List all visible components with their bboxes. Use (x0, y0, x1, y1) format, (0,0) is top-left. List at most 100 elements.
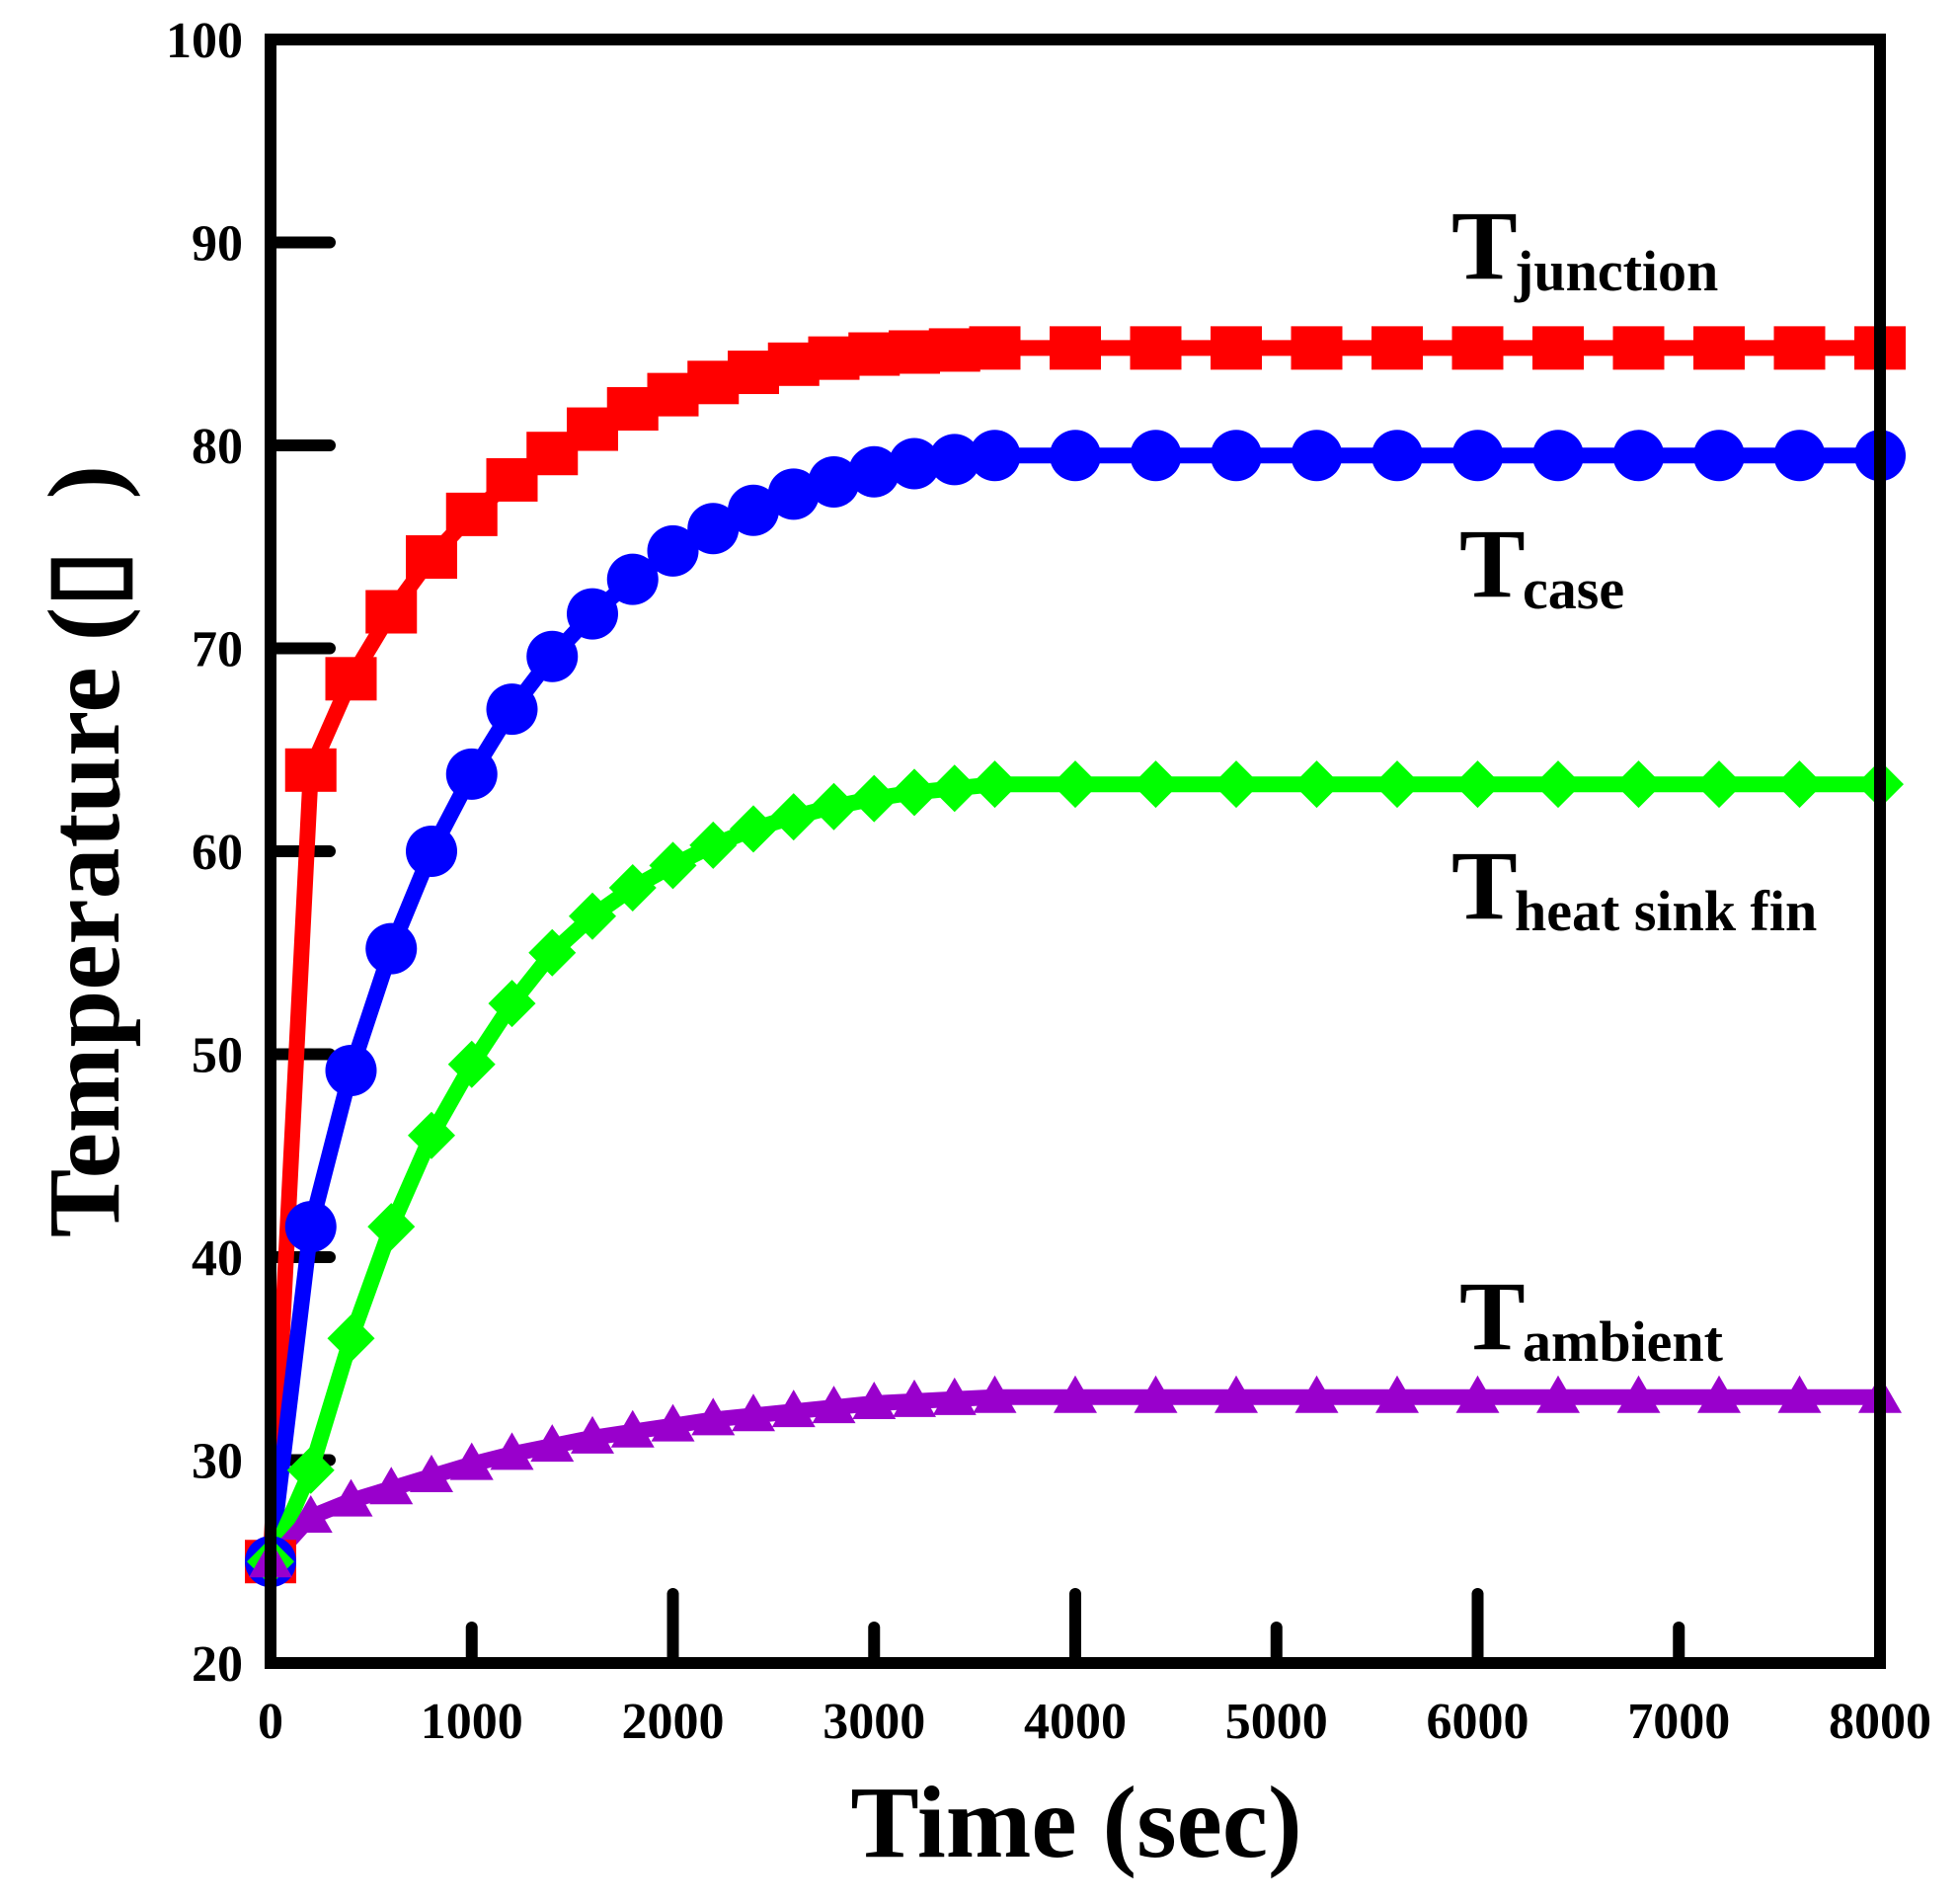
data-point-heat-sink-fin (1052, 760, 1099, 809)
data-point-case (889, 437, 940, 490)
series-label-letter: T (1459, 509, 1526, 618)
data-point-case (687, 503, 740, 555)
data-point-case (1693, 430, 1745, 482)
data-point-case (1532, 430, 1584, 482)
data-point-heat-sink-fin (1775, 760, 1824, 809)
y-tick-label: 60 (192, 825, 243, 881)
y-tick-label: 80 (192, 419, 243, 475)
data-point-case (526, 630, 579, 682)
data-point-heat-sink-fin (1293, 760, 1341, 809)
data-point-ambient (651, 1403, 695, 1442)
data-point-heat-sink-fin (971, 760, 1019, 809)
data-point-heat-sink-fin (891, 768, 938, 817)
data-point-junction (406, 535, 457, 580)
data-point-heat-sink-fin (1695, 760, 1743, 809)
data-point-case (606, 553, 659, 605)
data-point-case (1130, 430, 1182, 482)
data-point-case (1612, 430, 1665, 482)
data-point-heat-sink-fin (488, 980, 536, 1028)
data-point-ambient (1054, 1375, 1097, 1413)
series-label-letter: T (1451, 831, 1518, 940)
x-tick-label: 5000 (1225, 1694, 1328, 1750)
data-point-case (1050, 430, 1101, 482)
data-point-junction (1050, 326, 1101, 370)
series-label-subscript: heat sink fin (1515, 879, 1817, 943)
y-tick-label: 40 (192, 1230, 243, 1287)
data-point-ambient (610, 1409, 655, 1448)
data-point-case (928, 434, 980, 486)
x-tick-label: 0 (258, 1694, 283, 1750)
data-point-ambient (771, 1389, 816, 1428)
data-point-heat-sink-fin (689, 821, 738, 869)
series-label-subscript: case (1523, 557, 1624, 621)
data-point-case (848, 445, 901, 498)
data-point-ambient (691, 1397, 736, 1436)
data-point-ambient (369, 1467, 414, 1505)
x-tick-label: 8000 (1829, 1694, 1931, 1750)
data-point-case (486, 683, 538, 736)
data-point-heat-sink-fin (447, 1040, 496, 1088)
data-point-case (284, 1201, 337, 1253)
data-point-ambient (1375, 1375, 1419, 1413)
series-label-subscript: ambient (1523, 1309, 1724, 1374)
data-point-case (969, 430, 1021, 482)
data-point-junction (284, 748, 337, 792)
data-point-ambient (449, 1442, 494, 1480)
y-tick-label: 50 (192, 1028, 243, 1084)
data-point-case (406, 826, 457, 877)
data-point-case (1451, 430, 1504, 482)
data-point-case (1371, 430, 1423, 482)
data-point-junction (365, 590, 418, 634)
data-point-junction (1291, 326, 1343, 370)
y-tick-label: 90 (192, 216, 243, 273)
data-point-junction (969, 326, 1021, 370)
data-point-heat-sink-fin (528, 928, 577, 977)
data-point-heat-sink-fin (367, 1203, 416, 1251)
data-point-junction (1211, 326, 1262, 370)
data-point-heat-sink-fin (810, 782, 858, 831)
data-point-ambient (1215, 1375, 1258, 1413)
data-point-ambient (893, 1379, 936, 1417)
series-label-letter: T (1459, 1261, 1526, 1371)
data-point-junction (1532, 326, 1584, 370)
data-point-junction (1693, 326, 1745, 370)
x-tick-label: 3000 (823, 1694, 925, 1750)
data-point-junction (325, 657, 377, 701)
series-label-letter: T (1451, 191, 1518, 300)
data-point-ambient (530, 1424, 575, 1463)
data-point-case (365, 922, 418, 975)
data-point-case (728, 484, 779, 536)
plot-frame (265, 34, 1886, 1669)
data-point-heat-sink-fin (408, 1111, 455, 1159)
data-point-ambient (288, 1495, 333, 1534)
data-point-ambient (932, 1377, 977, 1415)
data-point-heat-sink-fin (1132, 760, 1180, 809)
y-tick-label: 30 (192, 1434, 243, 1490)
markers-layer (245, 326, 1906, 1588)
data-point-ambient (812, 1386, 856, 1424)
data-point-ambient (1294, 1375, 1339, 1413)
data-point-heat-sink-fin (1373, 760, 1421, 809)
data-point-case (647, 524, 699, 577)
data-point-heat-sink-fin (930, 764, 979, 813)
series-label-subscript: junction (1514, 239, 1718, 303)
data-point-heat-sink-fin (286, 1446, 335, 1494)
data-point-ambient (329, 1478, 373, 1517)
data-point-ambient (571, 1415, 614, 1454)
data-point-heat-sink-fin (1213, 760, 1260, 809)
data-point-case (1773, 430, 1826, 482)
x-tick-label: 1000 (421, 1694, 523, 1750)
data-point-heat-sink-fin (569, 892, 616, 940)
data-point-case (445, 748, 498, 800)
data-point-junction (1451, 326, 1504, 370)
data-point-case (1291, 430, 1343, 482)
data-point-ambient (1697, 1375, 1741, 1413)
x-tick-label: 6000 (1427, 1694, 1529, 1750)
data-point-case (567, 588, 618, 640)
data-point-heat-sink-fin (608, 863, 657, 912)
data-point-heat-sink-fin (649, 841, 697, 890)
data-point-junction (1371, 326, 1423, 370)
data-point-heat-sink-fin (730, 805, 777, 853)
